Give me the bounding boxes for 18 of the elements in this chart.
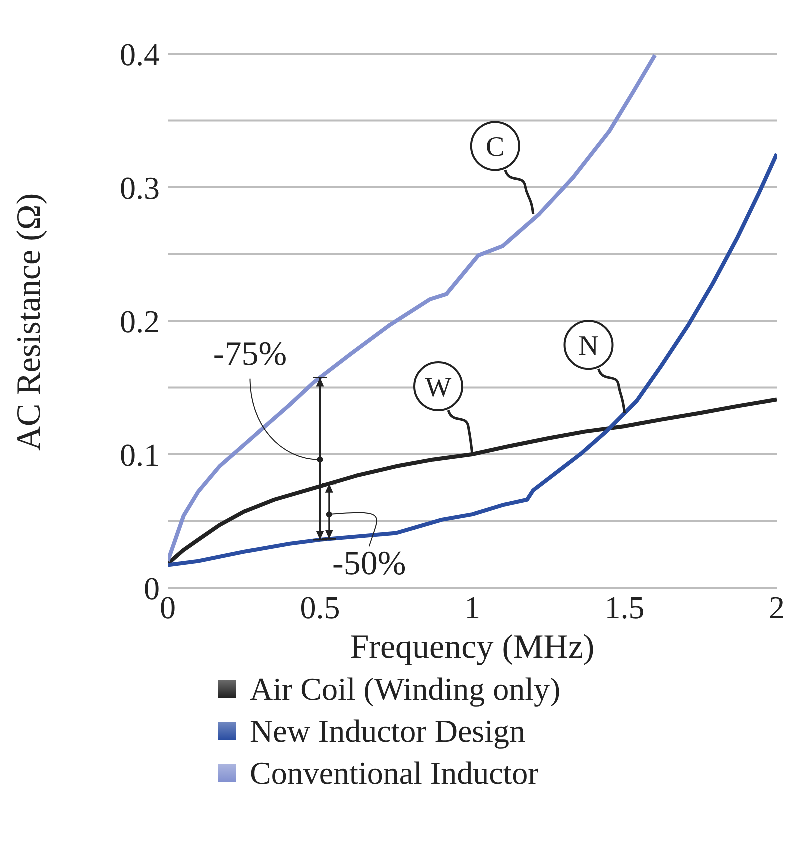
y-axis-title: AC Resistance (Ω) <box>11 193 48 451</box>
annotation: N <box>578 331 599 362</box>
y-tick-label: 0.4 <box>120 36 160 72</box>
x-tick-label: 1 <box>464 590 480 626</box>
annotation: -75% <box>213 336 288 373</box>
y-tick-label: 0.2 <box>120 303 160 340</box>
annotation: C <box>486 132 505 164</box>
legend-label: New Inductor Design <box>250 712 526 751</box>
annotation: W <box>425 372 452 404</box>
x-axis-title: Frequency (MHz) <box>350 629 595 666</box>
x-tick-label: 1.5 <box>604 590 645 626</box>
y-tick-label: 0.1 <box>120 436 160 473</box>
x-tick-label: 0.5 <box>300 590 340 626</box>
y-tick-label: 0.3 <box>120 170 160 206</box>
legend-label: Conventional Inductor <box>250 754 539 793</box>
x-tick-label: 2 <box>769 590 785 626</box>
legend-label: Air Coil (Winding only) <box>250 670 561 709</box>
annotation: -50% <box>332 546 406 583</box>
